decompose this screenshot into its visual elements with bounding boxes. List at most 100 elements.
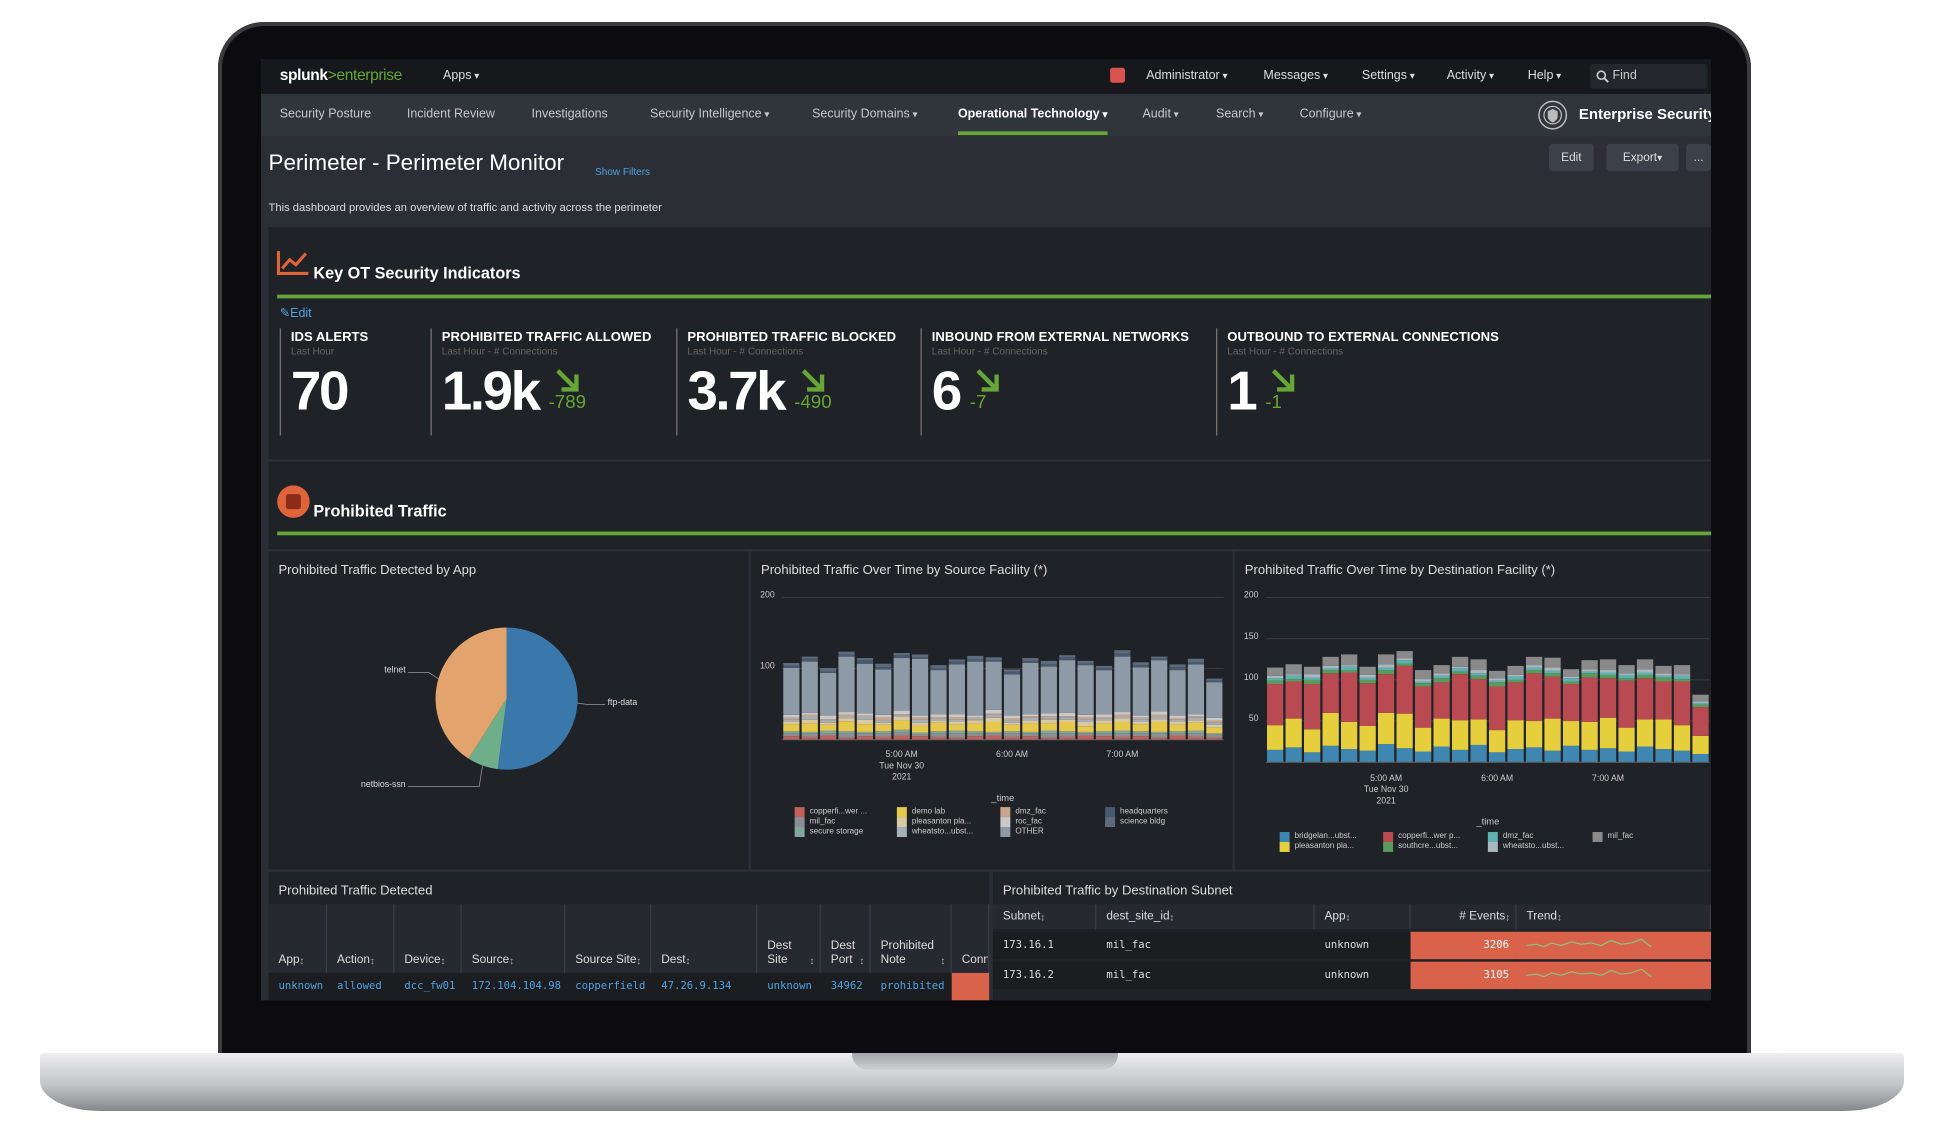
nav-item[interactable]: Security Posture xyxy=(279,107,371,121)
bar-segment xyxy=(1340,669,1357,673)
bar-segment xyxy=(1303,677,1320,680)
legend-label: mil_fac xyxy=(1607,830,1633,840)
bar-segment xyxy=(1040,737,1057,740)
nav-item[interactable]: Operational Technology xyxy=(958,107,1108,121)
bar-segment xyxy=(1303,683,1320,729)
bar-segment xyxy=(1205,737,1223,740)
section-title: Prohibited Traffic xyxy=(312,501,447,520)
menu-item[interactable]: Administrator xyxy=(1146,69,1227,83)
table-cell: 3105 xyxy=(1410,961,1517,989)
find-box[interactable]: Find xyxy=(1589,63,1707,89)
bar-segment xyxy=(1169,732,1186,736)
bar-segment xyxy=(948,737,965,740)
column-header[interactable]: Source xyxy=(461,903,565,973)
bar-segment xyxy=(1396,663,1413,666)
column-header[interactable]: Device xyxy=(394,903,462,973)
bar-segment xyxy=(1673,750,1690,762)
bar-segment xyxy=(801,716,818,720)
nav-item[interactable]: Search xyxy=(1216,107,1263,121)
menu-item[interactable]: Messages xyxy=(1263,69,1328,83)
column-header[interactable]: Conn xyxy=(951,903,989,973)
button[interactable]: ... xyxy=(1685,143,1711,171)
bar-segment xyxy=(782,732,800,736)
sparkline xyxy=(1526,968,1652,977)
bar-segment xyxy=(1003,720,1020,723)
bar-segment xyxy=(838,714,855,717)
bar-segment xyxy=(985,731,1002,733)
kpi-panel xyxy=(268,226,1711,459)
nav-item[interactable]: Security Domains xyxy=(812,107,917,121)
nav-item[interactable]: Configure xyxy=(1299,107,1361,121)
bar-segment xyxy=(948,720,965,725)
button[interactable]: Edit xyxy=(1548,143,1594,171)
menu-item[interactable]: Settings xyxy=(1362,69,1415,83)
show-filters[interactable]: Show Filters xyxy=(594,165,650,178)
column-header[interactable]: App xyxy=(1314,903,1411,929)
column-header[interactable]: Source Site xyxy=(565,903,651,973)
bar-segment xyxy=(1691,753,1709,762)
nav-item[interactable]: Security Intelligence xyxy=(650,107,769,121)
bar-segment xyxy=(1581,721,1598,750)
column-header[interactable]: dest_site_id xyxy=(1096,903,1315,929)
bar-segment xyxy=(948,716,965,719)
bar-segment xyxy=(1266,680,1283,684)
green-rule xyxy=(276,294,1711,298)
bar-segment xyxy=(874,732,891,737)
bar-segment xyxy=(1618,672,1635,675)
column-header[interactable]: Dest Port xyxy=(820,903,871,973)
bar-segment xyxy=(1340,721,1357,749)
nav-item[interactable]: Audit xyxy=(1142,107,1178,121)
y-tick-label: 100 xyxy=(759,662,775,671)
bar-segment xyxy=(1303,679,1320,684)
bar-segment xyxy=(1095,669,1112,714)
column-header[interactable]: Dest Site xyxy=(757,903,821,973)
x-tick-label: 7:00 AM xyxy=(1591,774,1624,783)
bar-segment xyxy=(1058,736,1075,740)
sparkline-part xyxy=(1526,968,1652,977)
bar-segment xyxy=(966,661,983,716)
y-tick-label: 150 xyxy=(1243,632,1259,641)
legend-swatch xyxy=(794,806,805,817)
bar-segment xyxy=(1525,672,1542,721)
kpi-divider xyxy=(920,327,922,436)
bar-segment xyxy=(1303,751,1320,762)
bar-segment xyxy=(1040,666,1057,714)
bar-segment xyxy=(1414,669,1431,679)
bar-segment xyxy=(1077,664,1094,715)
bar-segment xyxy=(966,732,983,736)
bar-segment xyxy=(1322,672,1339,713)
bar-segment xyxy=(1618,677,1635,681)
bar-segment xyxy=(911,722,928,726)
pie-slice xyxy=(468,698,507,769)
legend-swatch xyxy=(794,826,805,837)
nav-item[interactable]: Incident Review xyxy=(406,107,495,121)
menu-item[interactable]: Help xyxy=(1527,69,1560,83)
bar-segment xyxy=(1636,746,1653,762)
column-header[interactable]: Trend xyxy=(1516,903,1711,929)
column-header[interactable]: Subnet xyxy=(992,903,1096,929)
bar-segment xyxy=(1673,681,1690,725)
bar-segment xyxy=(1285,663,1302,674)
apps-menu[interactable]: Apps xyxy=(443,69,479,83)
bar-segment xyxy=(1599,672,1616,675)
bar-segment xyxy=(893,715,910,717)
column-header[interactable]: Prohibited Note xyxy=(870,903,952,973)
column-header[interactable]: # Events xyxy=(1410,903,1517,929)
column-header[interactable]: Dest xyxy=(651,903,757,973)
menu-item[interactable]: Activity xyxy=(1446,69,1493,83)
kpi-value: 1 xyxy=(1226,360,1258,422)
column-header[interactable]: Action xyxy=(327,903,395,973)
bar-segment xyxy=(1322,656,1339,666)
button[interactable]: Export xyxy=(1605,143,1679,171)
bar-segment xyxy=(1187,732,1204,737)
bar-segment xyxy=(1132,661,1149,665)
column-header[interactable]: App xyxy=(268,903,327,973)
nav-item[interactable]: Investigations xyxy=(531,107,608,121)
bar-segment xyxy=(1150,714,1167,717)
bar-segment xyxy=(1414,686,1431,728)
bar-segment xyxy=(911,719,928,723)
bar-segment xyxy=(1507,665,1524,675)
leader-line xyxy=(407,671,439,679)
bar-segment xyxy=(1562,681,1579,684)
edit-link[interactable]: Edit xyxy=(279,307,311,321)
